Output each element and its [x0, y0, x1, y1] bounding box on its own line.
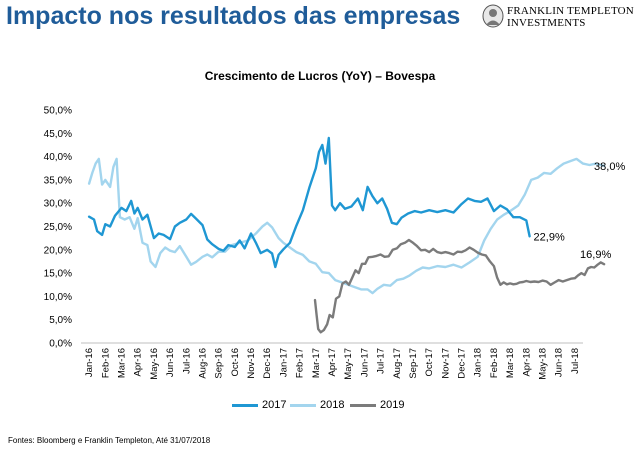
x-tick-label: Jan-17	[278, 348, 289, 377]
x-tick-label: Oct-17	[424, 348, 435, 377]
y-tick-label: 40,0%	[44, 152, 72, 163]
x-tick-label: Jul-16	[181, 348, 192, 374]
y-axis-labels: 0,0% 5,0% 10,0% 15,0% 20,0% 25,0% 30,0% 35,0% 40…	[44, 106, 72, 350]
x-tick-label: Mar-17	[311, 348, 322, 378]
y-tick-label: 5,0%	[49, 315, 72, 326]
y-tick-label: 25,0%	[44, 222, 72, 233]
x-tick-label: Apr-17	[327, 348, 338, 377]
x-tick-label: Dec-16	[262, 348, 273, 379]
legend-label-2018: 2018	[320, 399, 345, 411]
legend-swatch-2019	[350, 404, 376, 407]
x-tick-label: Jun-18	[554, 348, 565, 377]
x-tick-label: Jul-17	[376, 348, 387, 374]
logo-line-1: FRANKLIN TEMPLETON	[507, 5, 634, 17]
x-tick-label: Feb-16	[100, 348, 111, 378]
y-tick-label: 35,0%	[44, 175, 72, 186]
x-tick-label: Sep-16	[214, 348, 225, 379]
x-tick-label: Nov-16	[246, 348, 257, 379]
y-tick-label: 0,0%	[49, 339, 72, 350]
annotation-layer: 38,0% 22,9% 16,9%	[534, 161, 626, 261]
chart-title: Crescimento de Lucros (YoY) – Bovespa	[204, 69, 436, 83]
x-tick-label: Jun-16	[165, 348, 176, 377]
x-tick-label: Nov-17	[440, 348, 451, 379]
series-line-2019	[313, 238, 606, 334]
logo-line-2: INVESTMENTS	[507, 17, 586, 29]
x-tick-label: Apr-16	[133, 348, 144, 377]
x-axis-labels: Jan-16 Feb-16 Mar-16 Apr-16 May-16 Jun-16 Jul-…	[84, 348, 581, 380]
series-line-2017	[87, 136, 531, 269]
franklin-templeton-logo: FRANKLIN TEMPLETON INVESTMENTS	[482, 4, 634, 30]
y-tick-label: 15,0%	[44, 269, 72, 280]
x-tick-label: Jan-18	[473, 348, 484, 377]
y-tick-label: 45,0%	[44, 129, 72, 140]
annotation-2017: 22,9%	[534, 231, 565, 243]
y-tick-label: 10,0%	[44, 292, 72, 303]
x-tick-label: May-16	[149, 348, 160, 380]
x-tick-label: May-17	[343, 348, 354, 380]
series-layer	[87, 136, 606, 334]
x-tick-label: Feb-17	[295, 348, 306, 378]
x-tick-label: Feb-18	[489, 348, 500, 378]
x-tick-label: Mar-18	[505, 348, 516, 378]
x-tick-label: Oct-16	[230, 348, 241, 377]
legend-label-2019: 2019	[380, 399, 405, 411]
slide-title: Impacto nos resultados das empresas	[6, 2, 461, 30]
x-tick-label: Mar-16	[116, 348, 127, 378]
x-tick-label: Sep-17	[408, 348, 419, 379]
x-tick-label: Aug-17	[392, 348, 403, 379]
chart-legend: 2017 2018 2019	[0, 399, 640, 413]
source-note: Fontes: Bloomberg e Franklin Templeton, …	[8, 436, 211, 445]
legend-swatch-2017	[232, 404, 258, 407]
annotation-2019: 16,9%	[580, 249, 611, 261]
y-tick-label: 20,0%	[44, 245, 72, 256]
x-tick-label: Jun-17	[359, 348, 370, 377]
logo-emblem-icon	[482, 4, 504, 28]
series-line-2018	[87, 157, 606, 295]
x-tick-label: May-18	[538, 348, 549, 380]
x-tick-label: Apr-18	[521, 348, 532, 377]
legend-swatch-2018	[290, 404, 316, 407]
legend-label-2017: 2017	[262, 399, 287, 411]
y-tick-label: 30,0%	[44, 199, 72, 210]
y-tick-label: 50,0%	[44, 106, 72, 117]
x-tick-label: Dec-17	[457, 348, 468, 379]
x-tick-label: Jan-16	[84, 348, 95, 377]
x-tick-label: Aug-16	[197, 348, 208, 379]
x-tick-label: Jul-18	[570, 348, 581, 374]
annotation-2018: 38,0%	[594, 161, 625, 173]
